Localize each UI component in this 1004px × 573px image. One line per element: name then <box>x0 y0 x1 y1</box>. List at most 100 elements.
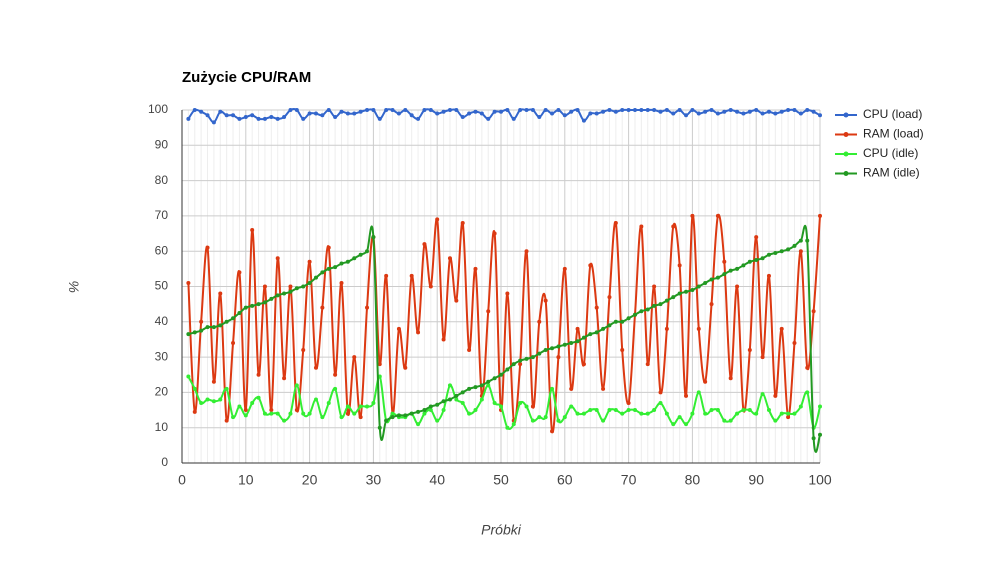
x-tick-label: 60 <box>557 472 573 488</box>
point <box>779 326 784 331</box>
legend-swatch-dot <box>843 151 849 157</box>
series <box>186 374 822 430</box>
point <box>186 332 191 337</box>
point <box>365 108 370 112</box>
point <box>441 337 446 342</box>
point <box>818 113 822 118</box>
point <box>460 400 465 405</box>
point <box>684 289 689 294</box>
point <box>447 397 452 402</box>
point <box>811 109 816 114</box>
point <box>307 411 312 416</box>
point <box>422 242 427 247</box>
point <box>626 408 631 413</box>
point <box>773 250 778 255</box>
point <box>511 116 516 121</box>
point <box>307 259 312 264</box>
point <box>543 415 548 420</box>
chart-title: Zużycie CPU/RAM <box>182 69 311 86</box>
point <box>722 259 727 264</box>
point <box>792 411 797 416</box>
point <box>371 400 376 405</box>
point <box>766 109 771 114</box>
y-tick-label: 20 <box>155 385 169 399</box>
point <box>735 411 740 416</box>
point <box>626 108 631 112</box>
point <box>543 348 548 353</box>
point <box>473 385 478 390</box>
point <box>301 411 306 416</box>
point <box>320 270 325 275</box>
legend-label: CPU (load) <box>863 107 922 121</box>
point <box>301 284 306 289</box>
point <box>550 111 555 116</box>
point <box>384 418 389 423</box>
point <box>543 298 548 303</box>
legend-swatch-dot <box>843 132 849 137</box>
point <box>620 108 625 112</box>
point <box>339 261 344 266</box>
point <box>365 249 370 254</box>
point <box>658 390 663 395</box>
point <box>747 408 752 413</box>
point <box>352 411 357 416</box>
point <box>294 286 299 291</box>
point <box>524 404 529 409</box>
point <box>677 108 682 112</box>
x-tick-label: 80 <box>685 472 701 488</box>
point <box>403 365 408 370</box>
point <box>639 108 644 112</box>
point <box>588 408 593 413</box>
point <box>620 319 625 324</box>
point <box>677 263 682 268</box>
point <box>422 408 427 413</box>
point <box>575 411 580 416</box>
point <box>499 404 503 409</box>
point <box>805 365 810 370</box>
point <box>460 220 465 225</box>
point <box>243 305 248 310</box>
point <box>186 116 191 121</box>
point <box>569 109 574 114</box>
point <box>818 404 822 409</box>
point <box>632 408 637 413</box>
point <box>435 418 440 423</box>
point <box>575 326 580 331</box>
point <box>301 348 306 353</box>
point <box>282 115 287 120</box>
point <box>256 302 261 307</box>
legend-label: RAM (load) <box>863 127 924 141</box>
point <box>416 116 421 121</box>
x-tick-label: 40 <box>429 472 445 488</box>
y-tick-label: 80 <box>155 173 169 187</box>
point <box>690 108 695 112</box>
point <box>575 339 580 344</box>
point <box>250 400 255 405</box>
point <box>741 111 746 116</box>
point <box>760 392 765 397</box>
point <box>715 275 720 280</box>
point <box>205 397 210 402</box>
point <box>243 413 248 418</box>
point <box>320 415 325 420</box>
point <box>447 383 452 388</box>
point <box>275 293 280 298</box>
point <box>218 291 223 296</box>
y-tick-label: 0 <box>161 455 168 469</box>
point <box>390 415 395 420</box>
point <box>352 256 357 261</box>
point <box>326 400 331 405</box>
point <box>652 303 657 308</box>
y-axis-label: % <box>66 281 82 293</box>
point <box>416 409 421 414</box>
point <box>639 309 644 314</box>
point <box>275 256 280 261</box>
point <box>792 108 797 112</box>
point <box>339 280 344 285</box>
x-tick-label: 90 <box>748 472 764 488</box>
point <box>588 332 593 337</box>
point <box>524 108 529 112</box>
point <box>569 340 574 345</box>
point <box>326 266 331 271</box>
point <box>422 108 427 112</box>
